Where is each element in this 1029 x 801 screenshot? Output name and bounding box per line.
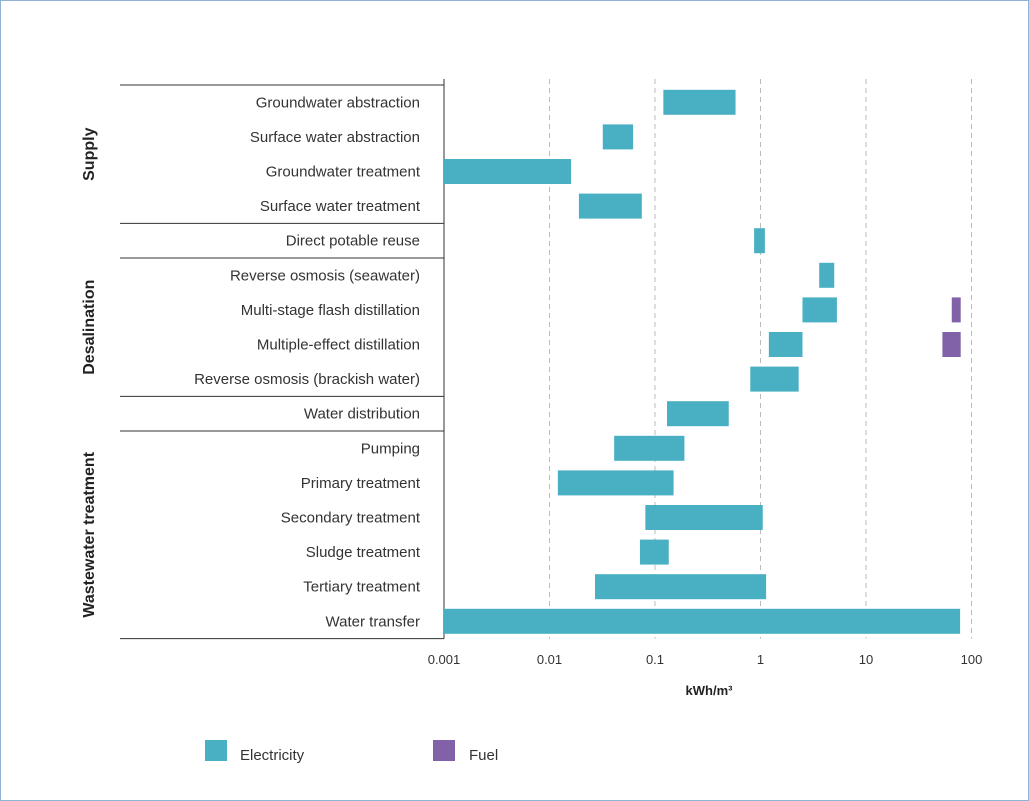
- bar-electricity-groundwater-abstraction: [663, 89, 736, 115]
- x-tick-0_001: 0.001: [428, 652, 461, 667]
- row-label-water-distribution: Water distribution: [304, 406, 420, 423]
- x-tick-0_01: 0.01: [537, 652, 562, 667]
- x-tick-100: 100: [961, 652, 983, 667]
- bar-electricity-groundwater-treatment: [444, 159, 572, 184]
- group-label-desalination: Desalination: [81, 280, 98, 375]
- x-tick-0_1: 0.1: [646, 652, 664, 667]
- bar-fuel-multiple-effect-distillation: [942, 332, 961, 357]
- legend-electricity-label: Electricity: [240, 747, 305, 764]
- bar-electricity-sludge-treatment: [639, 539, 669, 565]
- row-label-surface-water-abstraction: Surface water abstraction: [250, 129, 420, 146]
- row-label-reverse-osmosis-seawater: Reverse osmosis (seawater): [230, 267, 420, 284]
- legend-fuel-swatch: [433, 740, 455, 761]
- row-label-pumping: Pumping: [361, 440, 420, 457]
- bar-electricity-pumping: [614, 435, 685, 461]
- legend-electricity-swatch: [205, 740, 227, 761]
- row-labels: Groundwater abstraction Surface water abs…: [194, 94, 421, 630]
- bar-electricity-water-transfer: [444, 608, 961, 634]
- row-label-water-transfer: Water transfer: [326, 613, 420, 630]
- bar-electricity-secondary-treatment: [645, 505, 763, 530]
- row-label-tertiary-treatment: Tertiary treatment: [303, 579, 421, 596]
- x-tick-10: 10: [859, 652, 873, 667]
- bar-electricity-multiple-effect-distillation: [768, 332, 803, 357]
- bar-electricity-tertiary-treatment: [595, 574, 767, 600]
- row-label-multi-stage-flash-distillation: Multi-stage flash distillation: [241, 302, 420, 319]
- row-label-primary-treatment: Primary treatment: [301, 475, 421, 492]
- row-label-reverse-osmosis-brackish-water: Reverse osmosis (brackish water): [194, 371, 420, 388]
- bar-electricity-primary-treatment: [557, 470, 674, 496]
- group-labels: Supply Desalination Wastewater treatment: [81, 127, 98, 617]
- group-label-wastewater-treatment: Wastewater treatment: [81, 451, 98, 617]
- bar-electricity-multi-stage-flash-distillation: [802, 297, 837, 323]
- row-label-surface-water-treatment: Surface water treatment: [260, 198, 421, 215]
- bar-electricity-surface-water-treatment: [578, 193, 642, 219]
- bar-electricity-reverse-osmosis-brackish-water: [750, 366, 799, 392]
- bars: [444, 89, 961, 634]
- legend-fuel-label: Fuel: [469, 747, 498, 764]
- row-label-groundwater-abstraction: Groundwater abstraction: [256, 94, 420, 111]
- group-label-supply: Supply: [81, 127, 98, 180]
- bar-fuel-multi-stage-flash-distillation: [951, 297, 961, 323]
- row-label-sludge-treatment: Sludge treatment: [306, 544, 421, 561]
- legend: Electricity Fuel: [205, 740, 498, 764]
- row-label-multiple-effect-distillation: Multiple-effect distillation: [257, 337, 420, 354]
- row-label-secondary-treatment: Secondary treatment: [281, 510, 421, 527]
- bar-electricity-reverse-osmosis-seawater: [819, 262, 835, 288]
- bar-electricity-direct-potable-reuse: [754, 228, 765, 254]
- bar-electricity-surface-water-abstraction: [602, 124, 634, 150]
- x-tick-1: 1: [757, 652, 764, 667]
- x-axis-label: kWh/m³: [686, 683, 734, 698]
- x-tick-labels: 0.001 0.01 0.1 1 10 100: [428, 652, 983, 667]
- row-label-direct-potable-reuse: Direct potable reuse: [286, 233, 420, 250]
- bar-electricity-water-distribution: [667, 401, 729, 427]
- group-separators: [120, 84, 444, 640]
- row-label-groundwater-treatment: Groundwater treatment: [266, 164, 421, 181]
- gridlines: [443, 79, 972, 639]
